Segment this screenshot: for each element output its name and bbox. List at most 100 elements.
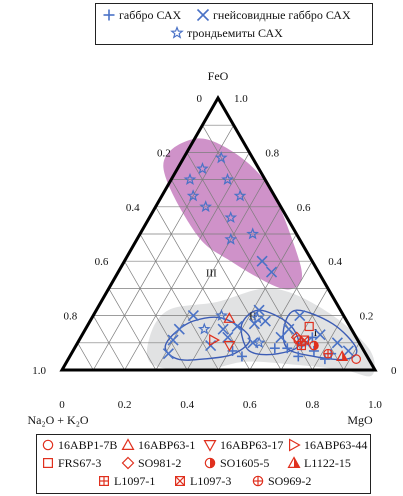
square-icon-glyph [42,457,54,469]
tick-label-bottom: 0.2 [118,399,132,411]
legend-item: трондьемиты САХ [170,26,283,40]
half-triangle-icon [287,456,301,470]
tick-label-bottom: 0.6 [243,399,257,411]
data-point [253,304,265,316]
tick-label-bottom: 0.4 [180,399,194,411]
data-point [283,323,295,335]
tick-label-bottom: 1.0 [368,399,382,411]
legend-label: 16ABP63-17 [220,438,284,452]
legend-sample-groups: габбро САХ гнейсовидные габбро САХ трондье… [95,3,373,45]
half-circle-icon [203,456,217,470]
data-point [223,312,236,323]
data-point [256,255,268,267]
field-label-iii: III [206,268,217,280]
xcross-icon-glyph [196,8,210,22]
data-point [282,343,293,354]
data-point [342,345,354,357]
data-point [251,311,264,324]
data-point [223,340,236,352]
tick-label-right: 0.2 [360,311,374,323]
data-point [323,348,333,359]
data-point [215,308,228,321]
grid-line [280,288,329,371]
triangle-down-icon-glyph [203,439,217,452]
legend-label: гнейсовидные габбро САХ [213,8,351,22]
tick-label-right: 0 [391,365,397,377]
legend-label: L1097-1 [114,474,156,488]
data-point [224,211,238,224]
triangle-up-icon-glyph [121,438,135,450]
grid-line [343,342,360,371]
grid-line [202,125,345,371]
triangle-down-icon [203,438,217,452]
legend-item: 16ABP63-17 [203,438,283,452]
data-point [186,189,200,202]
tick-label-left: 0.6 [95,256,109,268]
legend-label: 16ABP1-7B [58,438,118,452]
data-point [217,323,229,335]
star-icon [170,26,184,40]
grid-line [77,342,94,371]
tick-label-right: 1.0 [234,93,248,105]
square-x-icon-glyph [174,475,186,487]
data-point [314,329,326,341]
tick-label-bottom: 0.8 [306,399,320,411]
legend-label: L1122-15 [304,456,351,470]
tick-label-left: 0 [197,93,203,105]
grid-line [312,315,344,371]
legend-label: SO1605-5 [220,456,270,470]
data-point [265,266,278,278]
circle-plus-icon-glyph [252,475,264,487]
legend-item: SO981-2 [121,456,181,470]
legend-item: 16ABP63-1 [121,438,195,452]
data-point [252,336,266,349]
grid-line [139,233,219,371]
data-point [351,354,362,364]
square-plus-icon-glyph [98,475,110,487]
legend-label: SO981-2 [138,456,182,470]
diamond-icon-glyph [121,456,135,470]
data-point [197,322,211,335]
data-point [173,323,185,335]
data-point [199,200,213,213]
legend-label: FRS67-3 [58,456,102,470]
half-circle-icon-glyph [204,457,216,469]
tick-label-right: 0.6 [297,202,311,214]
gray-field [146,288,375,377]
tick-label-left: 1.0 [32,365,46,377]
circle-icon-glyph [42,439,54,451]
data-point [224,232,238,245]
tick-label-bottom: 0 [59,399,65,411]
legend-item: 16ABP63-44 [287,438,367,452]
data-point [336,350,349,361]
square-icon [41,456,55,470]
axis-label-feo: FeO [208,69,229,83]
legend-item: SO969-2 [251,474,311,488]
contour-II-line [240,309,300,356]
data-point [331,337,343,349]
data-point [299,335,310,345]
axis-label-mgo: MgO [347,413,373,427]
data-point [304,321,314,332]
data-point [319,354,330,365]
tick-label-right: 0.4 [328,256,342,268]
field-label-i: I [314,327,318,339]
pink-field [163,138,303,290]
plus-icon [102,8,116,22]
legend-item: гнейсовидные габбро САХ [196,8,351,22]
legend-label: габбро САХ [119,8,182,22]
data-point [294,310,306,322]
legend-label: SO969-2 [268,474,312,488]
grid-line [92,315,125,371]
data-point [293,351,304,362]
square-x-icon [173,474,187,488]
triangle-up-icon [121,438,135,452]
data-point [162,348,174,360]
data-point [269,343,280,354]
data-point [209,334,220,347]
data-point [231,320,243,333]
data-point [167,334,179,346]
legend-item: L1097-3 [173,474,231,488]
